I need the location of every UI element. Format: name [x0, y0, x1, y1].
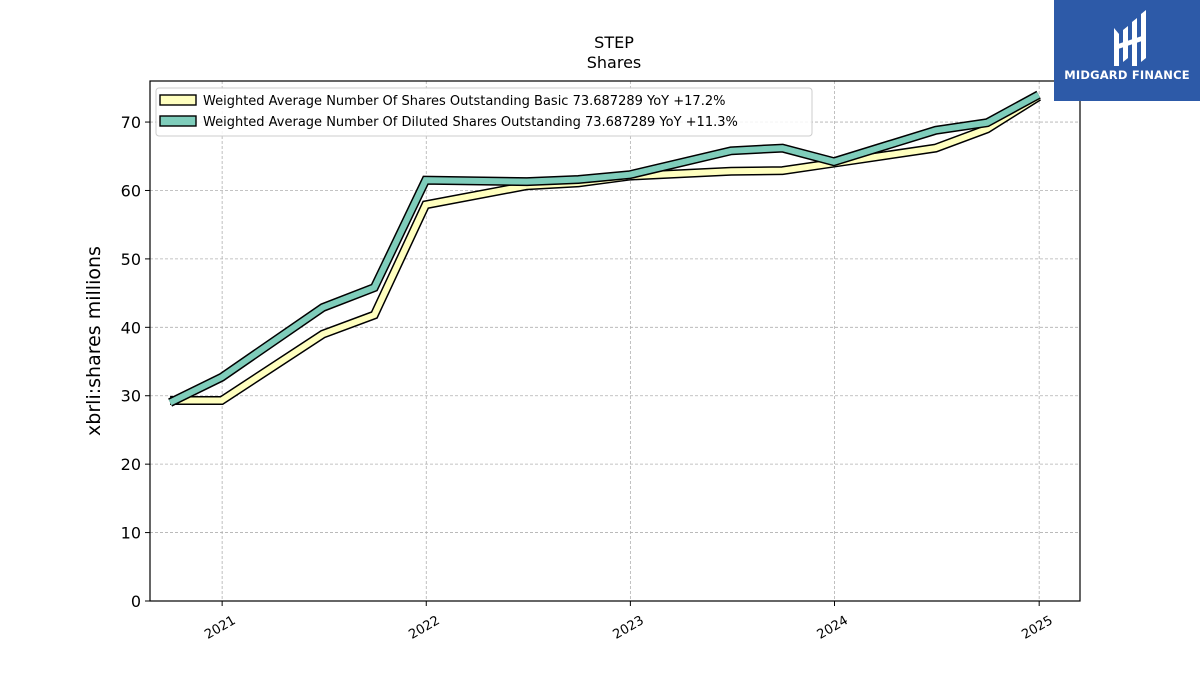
series-1-point: [576, 177, 581, 182]
series-1-point: [168, 400, 173, 405]
x-tick-label: 2025: [1019, 613, 1055, 643]
x-tick-label: 2023: [611, 613, 647, 643]
series-1-point: [985, 120, 990, 125]
series-1-point: [729, 148, 734, 153]
y-tick-label: 30: [121, 387, 141, 406]
y-tick-label: 60: [121, 181, 141, 200]
series-1-point: [627, 172, 632, 177]
y-axis: 0 10 20 30 40 50 60 70: [121, 113, 150, 611]
series-layer: [168, 90, 1041, 407]
y-tick-label: 20: [121, 455, 141, 474]
legend-swatch: [159, 115, 197, 127]
series-0-point: [320, 332, 325, 337]
logo-text: MIDGARD FINANCE: [1064, 68, 1190, 82]
legend: Weighted Average Number Of Shares Outsta…: [155, 87, 813, 137]
series-1-point: [372, 285, 377, 290]
series-0-point: [933, 146, 938, 151]
series-0-point: [372, 313, 377, 318]
legend-swatch: [159, 94, 197, 106]
plot-frame: [149, 80, 1081, 602]
x-tick-label: 2022: [406, 613, 442, 643]
series-1-point: [780, 146, 785, 151]
midgard-finance-logo: MIDGARD FINANCE: [1054, 0, 1200, 101]
series-1-point: [933, 128, 938, 133]
series-1-line: [168, 92, 1041, 406]
legend-entry: Weighted Average Number Of Shares Outsta…: [203, 94, 725, 109]
series-0-point: [423, 202, 428, 207]
series-1-point: [423, 178, 428, 183]
y-axis-label: xbrli:shares millions: [83, 246, 105, 436]
series-0-point: [780, 168, 785, 173]
legend-entry: Weighted Average Number Of Diluted Share…: [203, 115, 738, 130]
grid: [150, 81, 1080, 601]
y-tick-label: 70: [121, 113, 141, 132]
series-1-point: [524, 179, 529, 184]
logo-mark-icon: [1114, 10, 1146, 66]
series-1-point: [831, 159, 836, 164]
y-tick-label: 0: [131, 592, 141, 611]
x-tick-label: 2021: [202, 613, 238, 643]
series-1-point: [219, 375, 224, 380]
x-axis: 2021 2022 2023 2024 2025: [202, 601, 1056, 643]
series-0-point: [219, 398, 224, 403]
y-tick-label: 10: [121, 524, 141, 543]
chart-subtitle: Shares: [587, 53, 642, 72]
y-tick-label: 40: [121, 318, 141, 337]
chart-title: STEP: [594, 33, 634, 52]
series-1-point: [1036, 92, 1041, 97]
series-1-point: [320, 305, 325, 310]
legend-box: [155, 87, 813, 137]
x-tick-label: 2024: [815, 613, 851, 643]
y-tick-label: 50: [121, 250, 141, 269]
series-0-point: [729, 169, 734, 174]
